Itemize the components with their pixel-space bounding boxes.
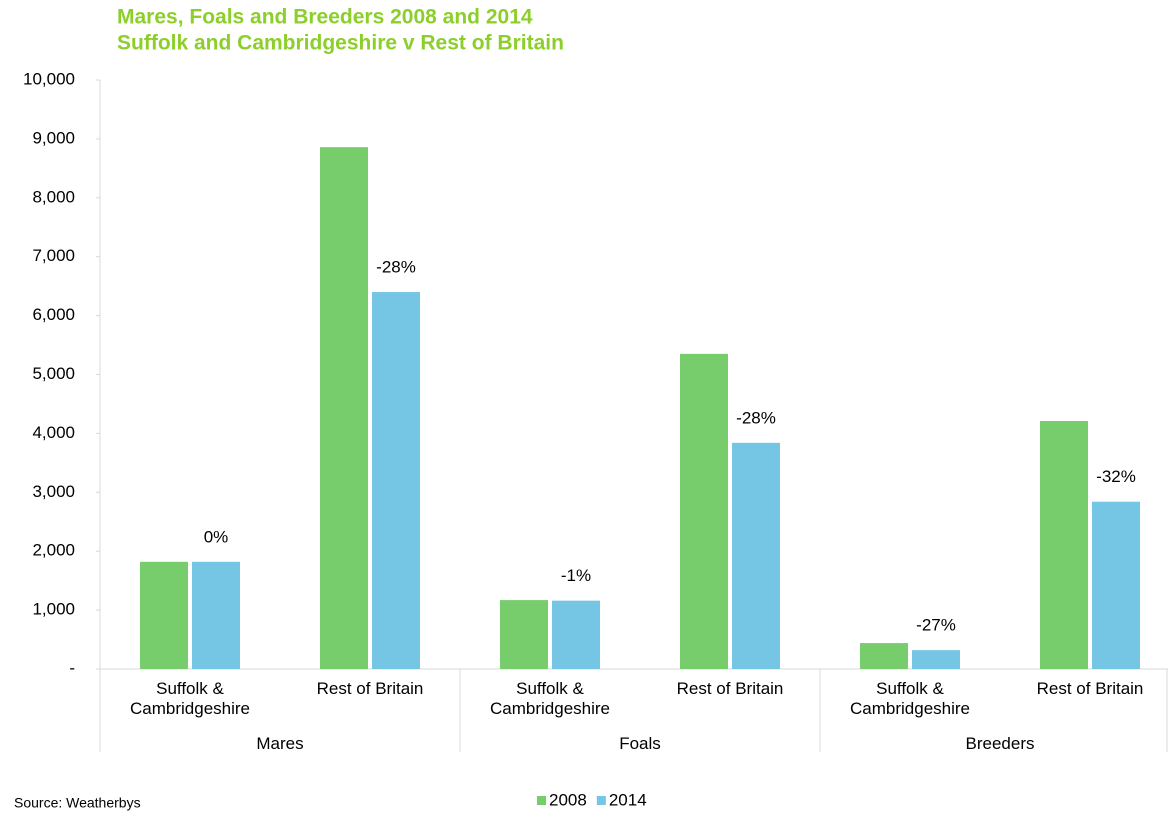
bar [140,561,188,669]
change-annotation: -27% [916,616,956,635]
y-tick-label: 5,000 [32,364,75,383]
chart-subtitle: Suffolk and Cambridgeshire v Rest of Bri… [117,32,564,55]
change-annotation: -1% [561,566,591,585]
legend-swatch [596,796,606,805]
source-note: Source: Weatherbys [14,795,141,811]
x-tick-label: Rest of Britain [316,679,424,698]
bar [1092,501,1140,669]
bar [732,442,780,669]
bar [860,643,908,669]
chart-title: Mares, Foals and Breeders 2008 and 2014 [117,6,533,29]
bar [372,292,420,669]
y-tick-label: 10,000 [23,69,75,88]
group-label: Mares [256,734,304,753]
bar [912,650,960,669]
y-tick-label: 2,000 [32,541,75,560]
change-annotation: -28% [376,258,416,277]
y-tick-label: 3,000 [32,482,75,501]
y-tick-label: 8,000 [32,187,75,206]
x-tick-label: Rest of Britain [1036,679,1144,698]
y-tick-label: 7,000 [32,246,75,265]
change-annotation: -32% [1096,467,1136,486]
legend-label: 2014 [609,790,647,809]
y-tick-label: 4,000 [32,423,75,442]
y-tick-label: 6,000 [32,305,75,324]
bar [1040,421,1088,669]
legend-label: 2008 [549,790,587,809]
x-tick-label: Suffolk & Cambridgeshire [850,679,970,718]
x-tick-label: Rest of Britain [676,679,784,698]
x-tick-label: Suffolk & Cambridgeshire [130,679,250,718]
y-tick-label: - [69,658,75,677]
change-annotation: 0% [204,527,229,546]
legend-swatch [537,796,546,805]
bar [320,147,368,669]
y-tick-label: 9,000 [32,128,75,147]
change-annotation: -28% [736,408,776,427]
bar [192,561,240,669]
bar [680,353,728,669]
group-label: Breeders [965,734,1035,753]
y-tick-label: 1,000 [32,600,75,619]
x-tick-label: Suffolk & Cambridgeshire [490,679,610,718]
bar [552,600,600,669]
bar [500,600,548,669]
group-label: Foals [619,734,661,753]
